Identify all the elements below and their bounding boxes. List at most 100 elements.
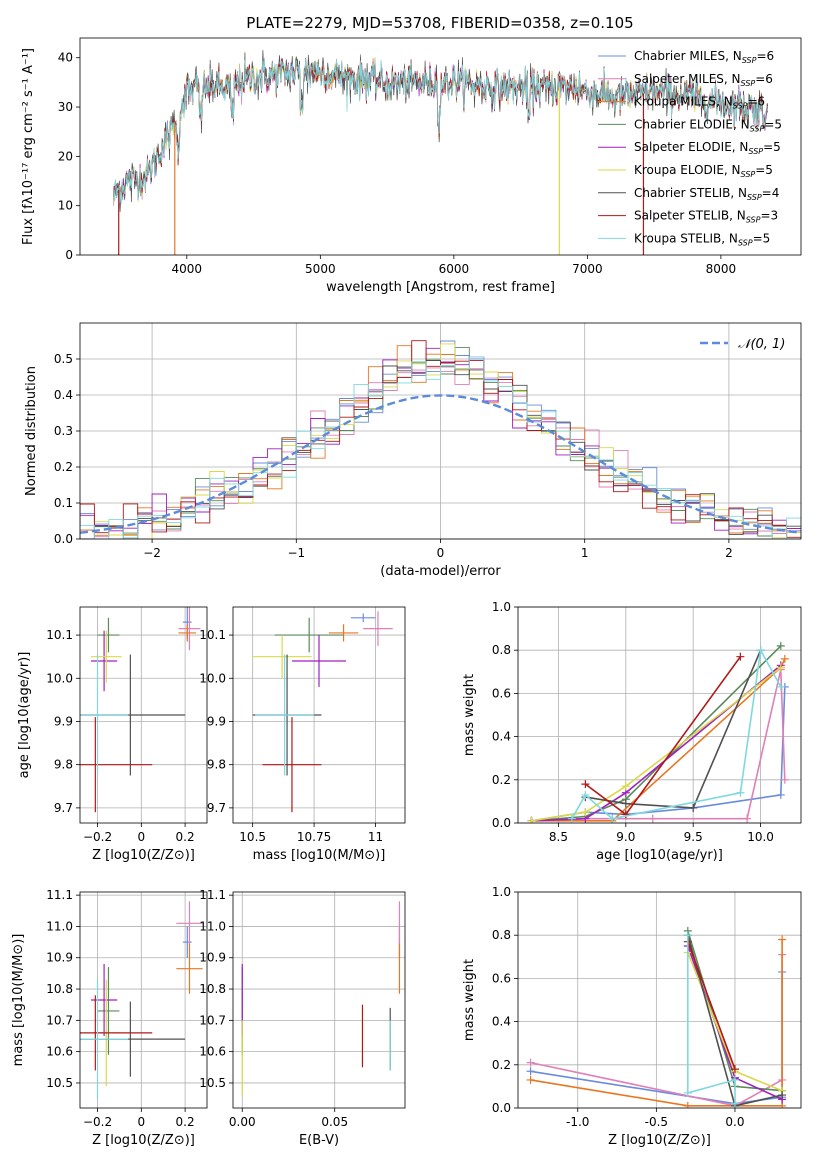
y-tick-label: 10.6 xyxy=(46,1045,73,1059)
y-tick-label: 40 xyxy=(58,51,73,65)
x-tick-label: 0 xyxy=(437,546,445,560)
y-tick-label: 0.0 xyxy=(492,816,511,830)
x-tick-label: −1 xyxy=(287,546,305,560)
y-tick-label: 10.5 xyxy=(199,1076,226,1090)
x-axis-label: age [log10(age/yr)] xyxy=(596,848,723,863)
y-tick-label: 10.7 xyxy=(199,1013,226,1027)
spectrum-axes: 4000 5000 6000 7000 8000 0 10 20 30 40 wavelength … xyxy=(21,48,736,295)
series-kroupa_stelib xyxy=(571,647,782,820)
x-tick-label: 10.0 xyxy=(747,830,774,844)
x-tick-label: 0 xyxy=(137,830,145,844)
residual-histograms xyxy=(80,340,801,539)
residuals-frame xyxy=(79,322,802,540)
normal-curve xyxy=(80,394,801,534)
y-tick-label: 10.9 xyxy=(199,951,226,965)
x-tick-label: 11 xyxy=(368,830,383,844)
x-tick-label: 8000 xyxy=(706,262,737,276)
legend-entry-salpeter_miles: Salpeter MILES, NSSP=6 xyxy=(634,72,773,88)
mass_vs_Z-points xyxy=(80,901,203,1099)
marker-kroupa_miles xyxy=(778,935,787,944)
marker-chabrier_miles xyxy=(776,790,785,799)
x-tick-label: −0.2 xyxy=(83,830,112,844)
marker-salpeter_miles xyxy=(648,814,657,823)
series-salpeter_stelib xyxy=(584,656,742,816)
x-axis-label: Z [log10(Z/Z⊙)] xyxy=(92,1133,195,1148)
mass_vs_ebv-axes: 0.00 0.05 10.5 10.6 10.7 10.8 10.9 11.0 11.1 E(B-… xyxy=(199,888,405,1148)
x-tick-label: 10.75 xyxy=(297,830,331,844)
marker-kroupa_miles xyxy=(780,654,789,663)
marker-kroupa_stelib xyxy=(736,788,745,797)
x-axis-label: Z [log10(Z/Z⊙)] xyxy=(608,1133,711,1148)
y-tick-label: 10.1 xyxy=(46,628,73,642)
y-tick-label: 10.0 xyxy=(46,671,73,685)
spectrum-legend: Chabrier MILES, NSSP=6 Salpeter MILES, NS… xyxy=(598,49,782,247)
histogram-chabrier_elodie xyxy=(80,346,801,539)
y-tick-label: 10.9 xyxy=(46,951,73,965)
y-tick-label: 10.0 xyxy=(199,671,226,685)
marker-kroupa_elodie xyxy=(527,816,536,823)
marker-chabrier_stelib xyxy=(689,803,698,812)
spectrum-lines xyxy=(113,50,768,255)
y-tick-label: 0.2 xyxy=(492,773,511,787)
mass_weight_vs_Z-series xyxy=(526,926,787,1108)
mass_weight_vs_Z-axes: -1.0 -0.5 0.0 0.0 0.2 0.4 0.6 0.8 1.0 Z [log10(Z/… xyxy=(462,885,801,1148)
y-tick-label: 0.3 xyxy=(54,424,73,438)
marker-kroupa_stelib xyxy=(730,1099,739,1108)
marker-salpeter_miles xyxy=(743,814,752,823)
x-tick-label: 7000 xyxy=(572,262,603,276)
legend-entry-chabrier_stelib: Chabrier STELIB, NSSP=4 xyxy=(634,186,779,202)
series-chabrier_miles xyxy=(531,686,786,822)
mass_weight_vs_Z-frame xyxy=(517,891,802,1109)
x-tick-label: 4000 xyxy=(172,262,203,276)
x-axis-label: Z [log10(Z/Z⊙)] xyxy=(92,848,195,863)
y-tick-label: 10.5 xyxy=(46,1076,73,1090)
y-tick-label: 10.1 xyxy=(199,628,226,642)
marker-kroupa_stelib xyxy=(756,646,765,655)
y-tick-label: 11.0 xyxy=(199,919,226,933)
y-axis-label: mass [log10(M/M⊙)] xyxy=(11,934,26,1067)
y-tick-label: 10.8 xyxy=(46,982,73,996)
mass_weight_vs_age-series xyxy=(527,641,789,823)
series-salpeter_elodie xyxy=(531,664,782,822)
y-tick-label: 9.7 xyxy=(54,801,73,815)
mass_vs_ebv-frame xyxy=(232,891,406,1109)
x-tick-label: 0.00 xyxy=(229,1115,256,1129)
age_vs_mass-frame xyxy=(232,606,406,824)
y-tick-label: 9.8 xyxy=(207,758,226,772)
x-tick-label: 1 xyxy=(581,546,589,560)
series-kroupa_stelib xyxy=(687,935,736,1104)
x-tick-label: 0 xyxy=(137,1115,145,1129)
marker-kroupa_elodie xyxy=(621,782,630,791)
marker-kroupa_stelib xyxy=(683,1088,692,1097)
marker-kroupa_stelib xyxy=(567,814,576,823)
marker-kroupa_miles xyxy=(526,1075,535,1084)
y-axis-label: Flux [fλ10⁻¹⁷ erg cm⁻² s⁻¹ A⁻¹] xyxy=(21,48,36,245)
y-tick-label: 0.2 xyxy=(492,1058,511,1072)
y-axis-label: age [log10(age/yr)] xyxy=(17,652,32,779)
marker-kroupa_stelib xyxy=(776,682,785,691)
x-tick-label: -1.0 xyxy=(566,1115,589,1129)
y-tick-label: 11.1 xyxy=(46,888,73,902)
x-tick-label: 5000 xyxy=(305,262,336,276)
series-chabrier_stelib xyxy=(585,649,762,809)
marker-salpeter_stelib xyxy=(736,652,745,661)
marker-kroupa_elodie xyxy=(776,663,785,672)
x-tick-label: 9.0 xyxy=(616,830,635,844)
x-tick-label: 8.5 xyxy=(549,830,568,844)
mass_weight_vs_age-axes: 8.5 9.0 9.5 10.0 0.0 0.2 0.4 0.6 0.8 1.0 age [log1… xyxy=(462,600,801,863)
x-tick-label: −2 xyxy=(143,546,161,560)
marker-kroupa_stelib xyxy=(608,814,617,823)
y-tick-label: 0.1 xyxy=(54,496,73,510)
y-tick-label: 0.2 xyxy=(54,460,73,474)
y-tick-label: 11.0 xyxy=(46,919,73,933)
y-tick-label: 0.8 xyxy=(492,643,511,657)
y-tick-label: 0.0 xyxy=(492,1101,511,1115)
x-tick-label: 10.5 xyxy=(239,830,266,844)
marker-kroupa_stelib xyxy=(581,790,590,799)
legend-entry-kroupa_miles: Kroupa MILES, NSSP=6 xyxy=(634,95,765,111)
x-tick-label: 9.5 xyxy=(684,830,703,844)
legend-entry-chabrier_elodie: Chabrier ELODIE, NSSP=5 xyxy=(634,117,782,133)
marker-chabrier_elodie xyxy=(776,641,785,650)
legend-entry-salpeter_stelib: Salpeter STELIB, NSSP=3 xyxy=(634,209,778,225)
